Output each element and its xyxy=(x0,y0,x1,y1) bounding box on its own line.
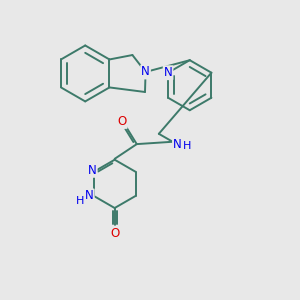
Text: O: O xyxy=(110,226,119,239)
Text: O: O xyxy=(117,115,127,128)
Text: H: H xyxy=(76,196,84,206)
Text: N: N xyxy=(173,138,182,151)
Text: N: N xyxy=(141,65,150,79)
Text: N: N xyxy=(88,164,97,177)
Text: N: N xyxy=(85,189,94,203)
Text: H: H xyxy=(183,142,192,152)
Text: N: N xyxy=(164,66,172,79)
